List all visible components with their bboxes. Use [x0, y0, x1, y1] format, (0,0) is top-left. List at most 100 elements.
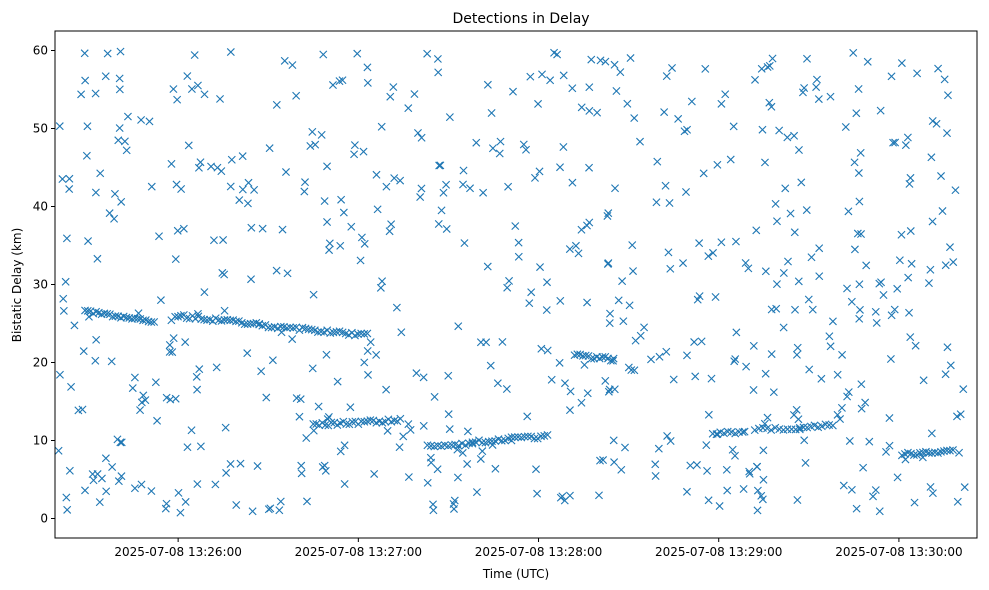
clutter-point: [347, 222, 356, 231]
clutter-point: [863, 57, 872, 66]
clutter-point: [173, 95, 182, 104]
clutter-point: [695, 292, 704, 301]
track-point: [83, 306, 92, 315]
clutter-point: [566, 387, 575, 396]
clutter-point: [859, 463, 868, 472]
clutter-point: [423, 478, 432, 487]
clutter-point: [207, 162, 216, 171]
clutter-point: [147, 487, 156, 496]
track-point: [301, 324, 310, 333]
clutter-point: [758, 495, 767, 504]
clutter-point: [847, 485, 856, 494]
clutter-point: [137, 115, 146, 124]
clutter-point: [568, 84, 577, 93]
clutter-point: [804, 295, 813, 304]
clutter-point: [749, 341, 758, 350]
track-point: [909, 451, 918, 460]
clutter-point: [856, 148, 865, 157]
clutter-point: [141, 396, 150, 405]
clutter-point: [565, 406, 574, 415]
clutter-point: [583, 389, 592, 398]
clutter-point: [744, 264, 753, 273]
clutter-point: [320, 461, 329, 470]
clutter-point: [761, 369, 770, 378]
clutter-point: [360, 239, 369, 248]
clutter-point: [674, 114, 683, 123]
clutter-point: [65, 466, 74, 475]
track-point: [286, 323, 295, 332]
clutter-point: [871, 486, 880, 495]
clutter-point: [173, 226, 182, 235]
clutter-point: [406, 425, 415, 434]
clutter-point: [91, 188, 100, 197]
clutter-point: [906, 173, 915, 182]
track-point: [313, 328, 322, 337]
clutter-point: [297, 461, 306, 470]
clutter-point: [752, 226, 761, 235]
track-point: [332, 327, 341, 336]
clutter-point: [220, 306, 229, 315]
clutter-point: [759, 475, 768, 484]
clutter-point: [943, 129, 952, 138]
clutter-point: [647, 355, 655, 364]
track-point: [304, 325, 313, 334]
clutter-point: [281, 168, 290, 177]
clutter-point: [102, 487, 111, 496]
clutter-point: [652, 198, 661, 207]
clutter-point: [483, 80, 492, 89]
track-point: [264, 323, 273, 332]
clutter-point: [169, 85, 178, 94]
track-point: [828, 421, 837, 430]
track-point: [111, 312, 120, 321]
clutter-point: [101, 72, 110, 81]
clutter-point: [800, 84, 809, 93]
clutter-point: [610, 60, 619, 69]
clutter-point: [147, 182, 156, 191]
clutter-point: [366, 338, 375, 347]
clutter-point: [882, 447, 890, 456]
clutter-point: [97, 474, 106, 483]
clutter-point: [826, 342, 835, 351]
track-point: [276, 322, 285, 331]
clutter-point: [437, 206, 446, 215]
clutter-point: [169, 334, 178, 343]
clutter-point: [308, 364, 317, 373]
clutter-point: [779, 269, 788, 278]
clutter-point: [276, 497, 285, 506]
clutter-point: [907, 259, 916, 268]
clutter-point: [89, 476, 98, 485]
clutter-point: [115, 85, 124, 94]
clutter-point: [704, 252, 713, 261]
clutter-point: [117, 472, 126, 481]
clutter-point: [308, 127, 317, 136]
clutter-point: [463, 459, 472, 468]
clutter-point: [814, 95, 823, 104]
clutter-point: [722, 465, 731, 474]
clutter-point: [429, 506, 438, 515]
clutter-point: [63, 505, 72, 514]
clutter-point: [483, 262, 492, 271]
clutter-point: [91, 89, 100, 98]
clutter-point: [300, 187, 309, 196]
track-point: [357, 417, 366, 426]
clutter-point: [731, 451, 739, 460]
track-point: [283, 324, 292, 332]
clutter-point: [410, 90, 419, 99]
track-point: [738, 428, 747, 437]
clutter-point: [758, 125, 767, 134]
clutter-point: [190, 51, 199, 60]
clutter-point: [837, 403, 846, 412]
clutter-point: [370, 469, 379, 478]
clutter-point: [236, 459, 245, 468]
clutter-point: [765, 61, 774, 70]
clutter-point: [604, 387, 613, 396]
clutter-point: [101, 454, 110, 463]
clutter-point: [772, 280, 781, 289]
clutter-point: [253, 462, 262, 471]
clutter-point: [861, 398, 870, 407]
clutter-point: [250, 185, 259, 194]
track-point: [510, 433, 519, 442]
clutter-point: [760, 158, 769, 167]
clutter-point: [812, 75, 821, 84]
track-point: [366, 416, 375, 425]
